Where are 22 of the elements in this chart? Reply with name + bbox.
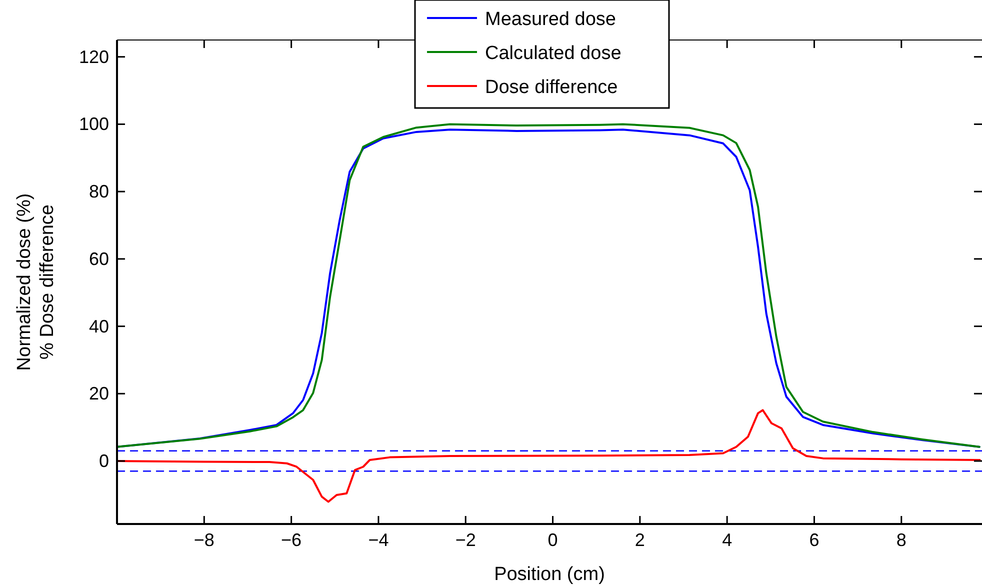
y-tick-label: 100 (78, 114, 109, 134)
y-axis-title: Normalized dose (%) % Dose difference (14, 193, 58, 371)
x-tick-label: −4 (368, 530, 389, 550)
legend-label: Calculated dose (485, 43, 622, 64)
x-tick-label: 0 (548, 530, 558, 550)
x-tick-label: 4 (722, 530, 732, 550)
y-tick-label: 120 (78, 46, 109, 67)
x-tick-label: 2 (634, 530, 645, 550)
y-tick-label: 40 (88, 316, 109, 336)
line-series (116, 409, 981, 503)
y-tick-label: 20 (88, 384, 109, 404)
x-tick-label: −2 (455, 530, 476, 550)
x-axis-title: Position (cm) (494, 564, 605, 585)
legend-label: Dose difference (485, 77, 618, 98)
x-tick-label: 8 (896, 530, 906, 550)
x-tick-label: −8 (194, 530, 214, 550)
legend-label: Measured dose (485, 9, 616, 30)
y-tick-label: 60 (88, 248, 109, 269)
x-tick-label: −6 (281, 530, 302, 550)
y-tick-label: 80 (88, 182, 109, 202)
x-tick-label: 6 (809, 530, 820, 550)
y-tick-label: 0 (98, 451, 109, 472)
